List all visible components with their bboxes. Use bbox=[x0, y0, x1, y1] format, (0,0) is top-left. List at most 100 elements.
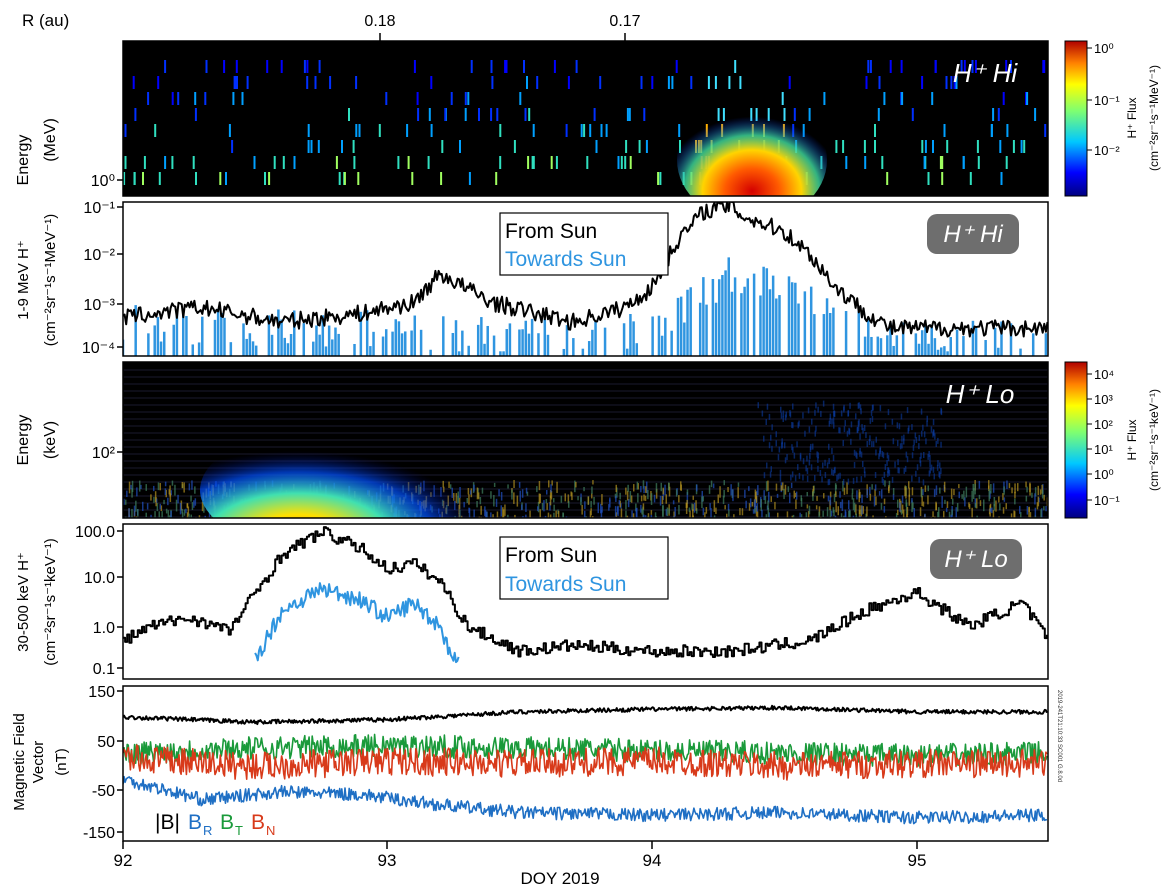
spectrogram-cell bbox=[763, 435, 765, 442]
spectrogram-cell bbox=[181, 482, 184, 489]
spectrogram-cell bbox=[640, 76, 643, 89]
spectrogram-cell bbox=[899, 502, 901, 512]
spectrogram-cell bbox=[549, 514, 552, 518]
spectrogram-cell bbox=[550, 490, 553, 500]
spectrogram-cell bbox=[397, 156, 400, 169]
r-tick-label: 0.18 bbox=[364, 13, 395, 30]
spectrogram-cell bbox=[806, 475, 809, 482]
spectrogram-cell bbox=[664, 484, 666, 496]
spectrogram-cell bbox=[1043, 506, 1045, 511]
spectrogram-cell bbox=[525, 503, 527, 513]
spectrogram-cell bbox=[529, 510, 531, 518]
spectrogram-cell bbox=[944, 499, 946, 504]
spectrogram-cell bbox=[253, 156, 256, 169]
spectrogram-cell bbox=[811, 418, 813, 425]
spectrogram-cell bbox=[730, 484, 732, 496]
legend-from-sun: From Sun bbox=[505, 220, 597, 243]
spectrogram-cell bbox=[999, 503, 1001, 511]
spectrogram-cell bbox=[647, 513, 650, 518]
spectrogram-cell bbox=[164, 488, 167, 496]
colorbar-tick: 10¹ bbox=[1094, 442, 1113, 457]
spectrogram-cell bbox=[992, 108, 995, 121]
spectrogram-cell bbox=[1013, 510, 1015, 518]
y-tick-label: 10⁻² bbox=[83, 247, 115, 264]
spectrogram-cell bbox=[556, 481, 558, 493]
spectrogram-cell bbox=[589, 510, 592, 518]
spectrogram-cell bbox=[171, 156, 174, 169]
spectrogram-cell bbox=[847, 410, 849, 417]
spectrogram-cell bbox=[1025, 481, 1027, 488]
spectrogram-cell bbox=[161, 511, 163, 518]
spectrogram-cell bbox=[974, 502, 977, 509]
spectrogram-cell bbox=[1008, 483, 1011, 489]
spectrogram-cell bbox=[507, 484, 509, 489]
spectrogram-cell bbox=[861, 424, 863, 431]
spectrogram-cell bbox=[233, 76, 236, 89]
spectrogram-cell bbox=[526, 76, 528, 89]
spectrogram-cell bbox=[538, 493, 541, 504]
spectrogram-cell bbox=[930, 464, 933, 471]
spectrogram-cell bbox=[685, 503, 688, 514]
spectrogram-cell bbox=[183, 509, 186, 516]
spectrogram-cell bbox=[940, 468, 942, 474]
spectrogram-cell bbox=[792, 514, 795, 518]
spectrogram-cell bbox=[972, 483, 974, 491]
spectrogram-cell bbox=[751, 502, 754, 507]
spectrogram-cell bbox=[156, 503, 159, 512]
spectrogram-cell bbox=[765, 419, 767, 425]
spectrogram-cell bbox=[567, 76, 570, 89]
spectrogram-cell bbox=[574, 480, 576, 493]
spectrogram-cell bbox=[828, 458, 830, 465]
spectrogram-cell bbox=[150, 514, 152, 518]
spectrogram-cell bbox=[1034, 108, 1037, 121]
spectrogram-cell bbox=[824, 472, 827, 478]
spectrogram-cell bbox=[903, 467, 905, 474]
spectrogram-cell bbox=[692, 495, 694, 500]
spectrogram-cell bbox=[704, 512, 706, 518]
spectrogram-cell bbox=[536, 76, 539, 89]
spectrogram-cell bbox=[564, 493, 566, 502]
spectrogram-cell bbox=[616, 487, 618, 498]
colorbar-label: H⁺ Flux bbox=[1125, 97, 1139, 138]
spectrogram-cell bbox=[528, 108, 531, 121]
spectrogram-cell bbox=[123, 172, 126, 185]
spectrogram-cell bbox=[855, 504, 857, 515]
spectrogram-cell bbox=[943, 124, 946, 137]
spectrogram-cell bbox=[450, 92, 453, 105]
spectrogram-cell bbox=[158, 511, 160, 518]
spectrogram-cell bbox=[124, 156, 127, 169]
spectrogram-cell bbox=[131, 488, 133, 498]
panel-tag: H⁺ Hi bbox=[953, 58, 1019, 88]
spectrogram-cell bbox=[601, 506, 603, 513]
spectrogram-cell bbox=[791, 515, 794, 518]
spectrogram-cell bbox=[480, 505, 482, 515]
spectrogram-cell bbox=[928, 470, 931, 477]
spectrogram-cell bbox=[846, 482, 848, 495]
spectrogram-cell bbox=[911, 498, 913, 503]
spectrogram-cell bbox=[521, 504, 523, 511]
spectrogram-cell bbox=[575, 60, 578, 73]
spectrogram-cell bbox=[937, 511, 939, 518]
spectrogram-cell bbox=[927, 172, 930, 185]
spectrogram-cell bbox=[971, 60, 974, 73]
spectrogram-cell bbox=[273, 156, 276, 169]
spectrogram-cell bbox=[266, 60, 269, 73]
spectrogram-cell bbox=[727, 503, 730, 511]
spectrogram-cell bbox=[901, 442, 903, 449]
spectrogram-cell bbox=[500, 492, 503, 501]
spectrogram-cell bbox=[1041, 489, 1044, 499]
spectrogram-cell bbox=[955, 76, 958, 89]
spectrogram-cell bbox=[818, 511, 820, 518]
spectrogram-cell bbox=[728, 76, 731, 89]
spectrogram-cell bbox=[532, 124, 535, 137]
spectrogram-cell bbox=[806, 468, 809, 474]
spectrogram-cell bbox=[550, 484, 552, 493]
spectrogram-cell bbox=[632, 513, 635, 518]
spectrogram-cell bbox=[565, 124, 568, 137]
y-tick-label: 10⁻¹ bbox=[83, 200, 115, 217]
spectrogram-cell bbox=[158, 172, 161, 185]
spectrogram-cell bbox=[591, 493, 593, 499]
y-axis-ticks: 100.0 10.0 1.0 0.1 bbox=[75, 524, 123, 678]
spectrogram-cell bbox=[744, 489, 746, 498]
spectrogram-cell bbox=[873, 496, 876, 507]
